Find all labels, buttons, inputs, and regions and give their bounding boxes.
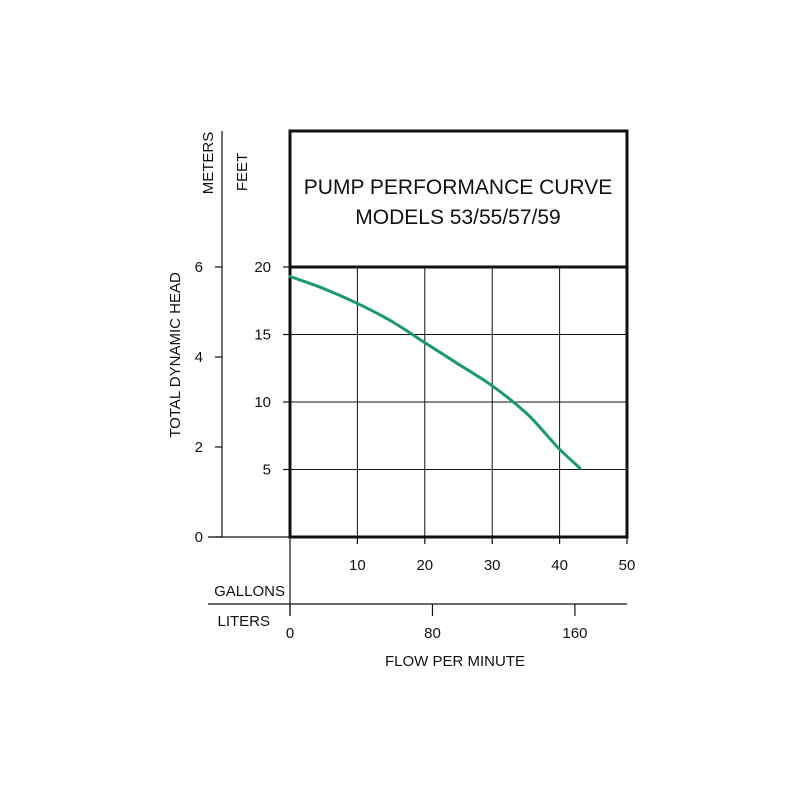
tick-label-meters-0: 0 (195, 529, 203, 546)
tick-label-liters-0: 0 (286, 625, 294, 642)
tick-label-feet-20: 20 (254, 259, 271, 276)
meters-axis-ticks: 0 2 4 6 (195, 259, 222, 546)
meters-unit-label: METERS (200, 132, 217, 195)
series-line-performance-curve (288, 274, 582, 470)
tick-label-feet-15: 15 (254, 327, 271, 344)
tick-label-gallons-50: 50 (619, 557, 636, 574)
tick-label-feet-5: 5 (263, 462, 271, 479)
tick-label-liters-160: 160 (562, 625, 587, 642)
tick-label-feet-10: 10 (254, 394, 271, 411)
liters-axis-ticks: 0 80 160 (286, 604, 587, 642)
tick-label-gallons-40: 40 (551, 557, 568, 574)
gallons-axis-ticks: 10 20 30 40 50 (349, 537, 635, 574)
tick-label-gallons-30: 30 (484, 557, 501, 574)
tick-label-meters-2: 2 (195, 439, 203, 456)
tick-label-meters-6: 6 (195, 259, 203, 276)
y-axis-title: TOTAL DYNAMIC HEAD (167, 272, 184, 438)
tick-label-meters-4: 4 (195, 349, 203, 366)
gallons-unit-label: GALLONS (214, 583, 285, 600)
x-axis-title: FLOW PER MINUTE (385, 653, 525, 670)
tick-label-gallons-10: 10 (349, 557, 366, 574)
tick-label-gallons-20: 20 (416, 557, 433, 574)
chart-subtitle: MODELS 53/55/57/59 (355, 206, 560, 229)
liters-unit-label: LITERS (217, 613, 270, 630)
tick-label-liters-80: 80 (424, 625, 441, 642)
horizontal-gridlines (290, 334, 627, 470)
feet-unit-label: FEET (234, 153, 251, 191)
chart-title: PUMP PERFORMANCE CURVE (304, 176, 612, 199)
feet-axis-ticks: 5 10 15 20 (254, 259, 290, 479)
